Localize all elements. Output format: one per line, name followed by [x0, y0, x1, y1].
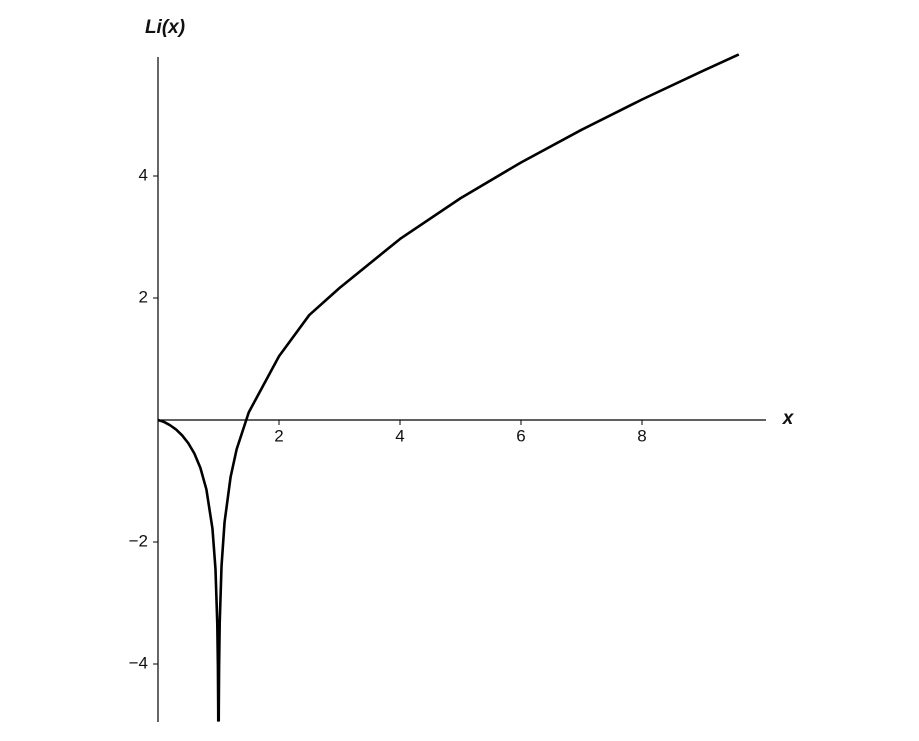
line	[157, 53, 740, 722]
y-axis-title: Li(x)	[145, 17, 185, 38]
x-tick-label: 4	[395, 426, 404, 445]
y-tick-label: 2	[139, 287, 148, 306]
x-axis-title: x	[782, 408, 795, 429]
x-tick-label: 2	[274, 426, 283, 445]
x-tick-label: 8	[637, 426, 646, 445]
y-tick-label: 4	[139, 165, 148, 184]
y-tick-label: −2	[129, 531, 148, 550]
x-tick-label: 6	[516, 426, 525, 445]
y-tick-label: −4	[129, 653, 148, 672]
